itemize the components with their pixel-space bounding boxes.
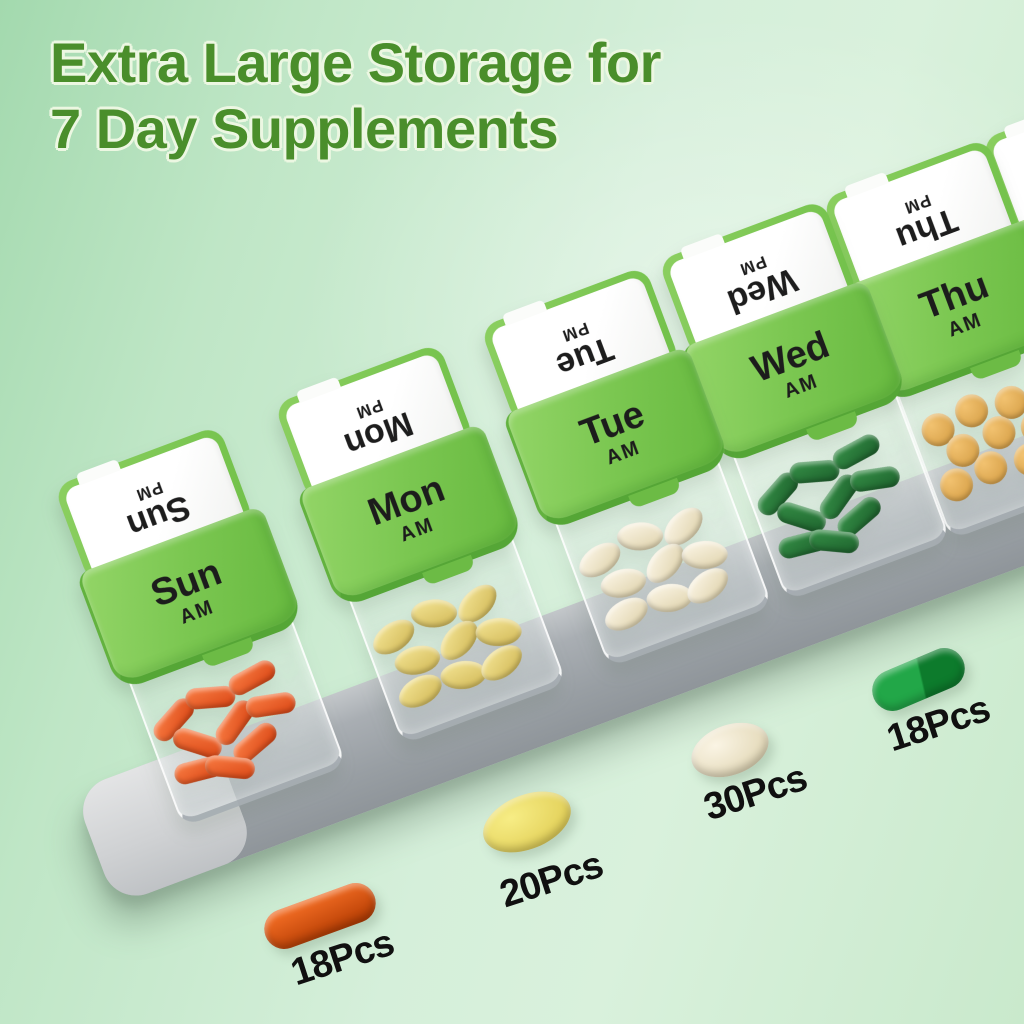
pill: [616, 521, 664, 552]
pill: [475, 617, 523, 647]
pm-lid-text: Sun PM: [116, 471, 195, 546]
pill: [599, 590, 654, 638]
pill: [184, 685, 237, 711]
pill: [410, 598, 458, 629]
pill: [439, 658, 488, 692]
pill: [393, 667, 448, 715]
pill: [225, 656, 279, 699]
pill: [645, 581, 694, 615]
pill: [788, 459, 841, 485]
pill: [681, 539, 729, 570]
headline: Extra Large Storage for 7 Day Supplement…: [50, 30, 661, 161]
pill: [829, 430, 884, 474]
pill: [1009, 438, 1024, 481]
pm-lid-text: Tue PM: [545, 312, 619, 384]
pill: [244, 690, 297, 720]
headline-line2: 7 Day Supplements: [50, 96, 559, 160]
pill: [848, 464, 902, 494]
pm-lid-text: Thu PM: [885, 184, 963, 257]
headline-line1: Extra Large Storage for: [50, 31, 661, 94]
